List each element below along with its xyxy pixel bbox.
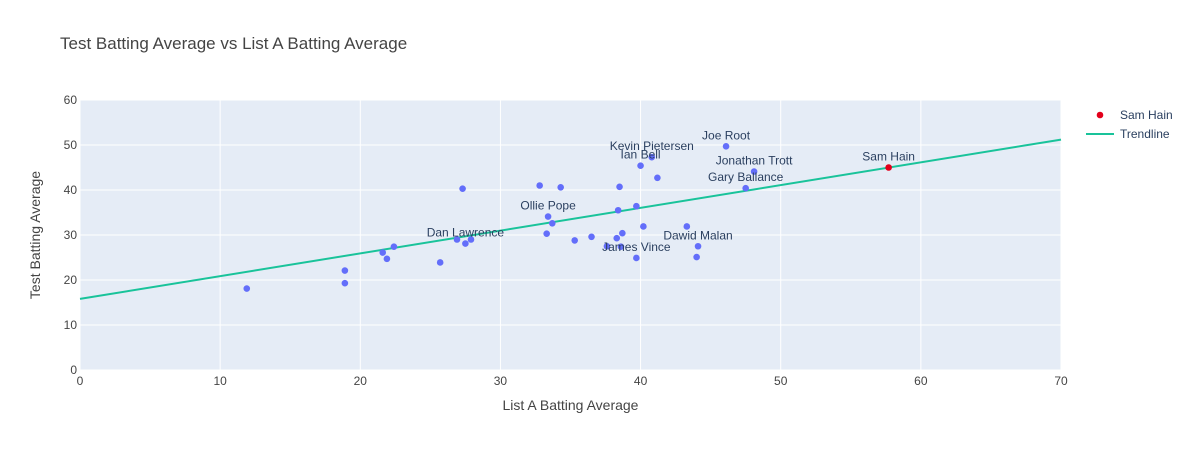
data-point[interactable] [640,223,647,230]
data-point[interactable] [633,254,640,262]
x-tick-label: 20 [354,374,368,388]
data-point[interactable] [633,202,640,210]
point-annotation: Dawid Malan [663,228,732,242]
point-annotation: Joe Root [702,128,751,142]
y-axis-ticks: 0 10 20 30 40 50 60 [64,93,78,377]
y-tick-label: 30 [64,228,78,242]
data-point[interactable] [243,285,251,292]
x-tick-label: 70 [1054,374,1068,388]
data-point[interactable] [588,233,595,241]
legend-label-sam-hain: Sam Hain [1120,108,1173,122]
data-point[interactable] [603,242,611,250]
y-tick-label: 50 [64,138,78,152]
x-tick-label: 30 [494,374,508,388]
y-tick-label: 60 [64,93,78,107]
y-tick-label: 40 [64,183,78,197]
data-point[interactable] [619,229,626,237]
data-point[interactable] [683,223,691,230]
data-point[interactable] [467,236,475,243]
y-axis-label: Test Batting Average [27,171,43,299]
x-tick-label: 40 [634,374,648,388]
data-point[interactable] [617,243,625,250]
data-point[interactable] [548,220,556,227]
data-point[interactable] [459,185,466,192]
data-point[interactable] [543,230,550,237]
data-point[interactable] [341,279,349,287]
trendline-layer [79,138,1062,300]
data-point[interactable] [544,213,552,220]
data-point[interactable] [436,259,444,266]
data-point[interactable] [722,143,730,150]
data-point[interactable] [648,153,656,161]
chart-title: Test Batting Average vs List A Batting A… [60,34,408,53]
point-annotation: Kevin Pietersen [610,139,694,153]
data-point[interactable] [654,174,661,182]
y-tick-label: 0 [70,363,77,377]
x-tick-label: 10 [213,374,227,388]
point-annotation: Ian Bell [621,148,661,162]
data-point[interactable] [616,183,623,191]
trendline [79,138,1062,300]
data-point[interactable] [462,240,469,247]
y-tick-label: 10 [64,318,78,332]
x-axis-ticks: 0 10 20 30 40 50 60 70 [77,374,1068,388]
data-point[interactable] [453,236,461,243]
legend-marker-sam-hain [1096,111,1104,119]
data-point[interactable] [637,162,644,169]
data-point[interactable] [694,242,702,250]
points-layer [243,143,892,292]
data-point[interactable] [341,267,349,274]
x-tick-label: 60 [914,374,928,388]
x-axis-label: List A Batting Average [503,397,639,413]
data-point[interactable] [557,184,564,191]
highlight-point[interactable] [885,164,892,171]
point-annotation: Sam Hain [862,150,915,164]
grid-lines [79,99,1062,371]
point-annotation: Gary Ballance [708,170,784,184]
point-annotation: Dan Lawrence [427,226,505,240]
point-annotation: Ollie Pope [520,199,576,213]
x-tick-label: 50 [774,374,788,388]
data-point[interactable] [536,182,543,189]
data-point[interactable] [613,234,621,242]
y-tick-label: 20 [64,273,78,287]
legend-label-trendline: Trendline [1120,127,1170,141]
data-point[interactable] [614,206,622,214]
data-point[interactable] [571,237,579,244]
data-point[interactable] [742,184,749,192]
data-point[interactable] [379,249,387,256]
x-tick-label: 0 [77,374,84,388]
data-point[interactable] [383,255,391,263]
legend[interactable]: Sam Hain Trendline [1086,108,1173,141]
data-point[interactable] [750,168,758,175]
data-point[interactable] [693,253,700,261]
point-annotation: Jonathan Trott [716,154,793,168]
data-point[interactable] [390,243,398,250]
point-annotation: James Vince [602,240,671,254]
